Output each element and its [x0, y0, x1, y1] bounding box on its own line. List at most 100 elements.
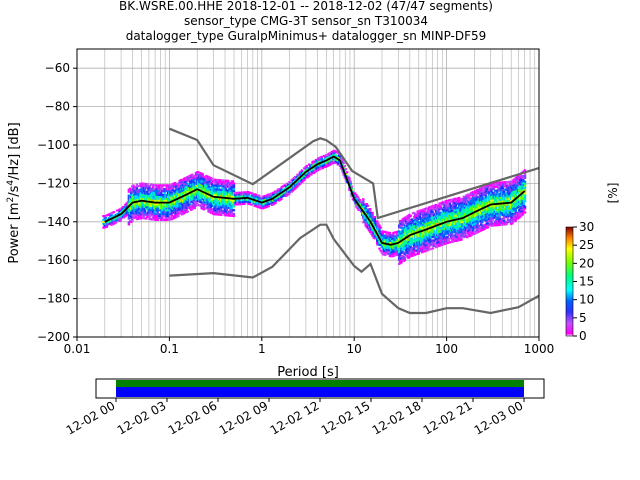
- density-cell: [166, 216, 170, 220]
- density-cell: [225, 208, 229, 211]
- density-cell: [142, 182, 146, 185]
- density-cell: [138, 215, 141, 218]
- density-cell: [188, 203, 192, 206]
- density-cell: [142, 213, 146, 216]
- time-tick-label: 12-02 12: [268, 398, 322, 437]
- density-cell: [341, 160, 344, 163]
- density-cell: [345, 175, 349, 178]
- density-cell: [501, 183, 505, 186]
- density-cell: [406, 247, 409, 251]
- density-cell: [320, 157, 323, 160]
- density-cell: [409, 245, 412, 248]
- density-cell: [431, 205, 434, 208]
- density-cell: [467, 195, 470, 198]
- density-cell: [425, 207, 429, 210]
- colorbar-label: [%]: [606, 183, 620, 204]
- density-cell: [135, 187, 139, 190]
- density-cell: [414, 245, 417, 249]
- density-cell: [499, 214, 502, 217]
- y-axis-label: Power [m2/s4/Hz] [dB]: [6, 122, 22, 263]
- density-cell: [303, 174, 306, 177]
- density-cell: [129, 192, 133, 195]
- density-cell: [170, 216, 173, 219]
- plot-frame: [76, 48, 540, 338]
- density-cell: [367, 229, 371, 232]
- density-cell: [491, 191, 494, 194]
- density-cell: [523, 180, 527, 183]
- density-cell: [325, 163, 328, 166]
- density-cell: [343, 165, 347, 168]
- density-cell: [232, 190, 236, 193]
- density-cell: [511, 222, 514, 225]
- density-cell: [432, 212, 435, 215]
- density-cell: [169, 189, 172, 193]
- density-cell: [403, 253, 407, 256]
- density-cell: [426, 212, 430, 215]
- density-cell: [257, 204, 260, 207]
- density-cell: [350, 187, 353, 190]
- density-cell: [397, 230, 401, 233]
- density-cell: [280, 197, 283, 201]
- density-cell: [485, 219, 489, 222]
- density-cell: [299, 181, 303, 185]
- density-cell: [479, 223, 483, 226]
- density-cell: [205, 207, 208, 210]
- density-cell: [452, 207, 455, 210]
- density-cell: [369, 207, 372, 211]
- density-cell: [509, 182, 513, 185]
- density-cell: [222, 181, 225, 184]
- density-cell: [140, 217, 143, 220]
- density-cell: [210, 181, 214, 184]
- density-cell: [239, 193, 243, 196]
- density-cell: [363, 205, 366, 208]
- density-cell: [354, 196, 357, 199]
- density-cell: [378, 228, 381, 231]
- density-cell: [449, 208, 453, 211]
- density-cell: [457, 196, 461, 199]
- colorbar-tick-label: 20: [579, 256, 594, 270]
- density-cell: [373, 219, 377, 223]
- density-cell: [194, 175, 198, 178]
- density-cell: [424, 246, 427, 249]
- density-cell: [127, 223, 131, 226]
- density-cell: [143, 188, 147, 191]
- density-cell: [468, 233, 471, 236]
- density-cell: [429, 248, 432, 251]
- density-cell: [441, 203, 445, 206]
- density-cell: [170, 214, 173, 217]
- density-cell: [402, 256, 405, 259]
- density-cell: [263, 194, 267, 197]
- density-cell: [160, 192, 163, 195]
- density-cell: [341, 158, 344, 161]
- x-tick-label: 0.01: [64, 342, 91, 356]
- density-cell: [165, 218, 169, 221]
- density-cell: [503, 190, 506, 193]
- density-cell: [127, 217, 131, 220]
- density-cell: [314, 158, 318, 161]
- density-cell: [369, 209, 372, 213]
- density-cell: [307, 163, 311, 166]
- density-cell: [312, 162, 315, 165]
- density-cell: [380, 249, 384, 252]
- density-cell: [206, 179, 209, 182]
- density-cell: [250, 203, 253, 206]
- density-cell: [131, 191, 134, 194]
- density-cell: [344, 168, 348, 171]
- density-cell: [158, 215, 162, 218]
- density-cell: [490, 220, 493, 223]
- density-cell: [166, 211, 170, 214]
- y-axis-ticks: −200−180−160−140−120−100−80−60: [37, 61, 77, 344]
- density-cell: [412, 217, 416, 220]
- density-cell: [150, 189, 154, 192]
- density-cell: [460, 234, 463, 237]
- density-cell: [473, 230, 476, 233]
- density-cell: [446, 236, 449, 239]
- density-cell: [482, 191, 485, 195]
- density-cell: [365, 224, 368, 227]
- density-cell: [302, 179, 305, 182]
- density-cell: [473, 196, 476, 199]
- density-cell: [402, 223, 405, 226]
- density-cell: [505, 215, 508, 218]
- density-cell: [318, 168, 321, 171]
